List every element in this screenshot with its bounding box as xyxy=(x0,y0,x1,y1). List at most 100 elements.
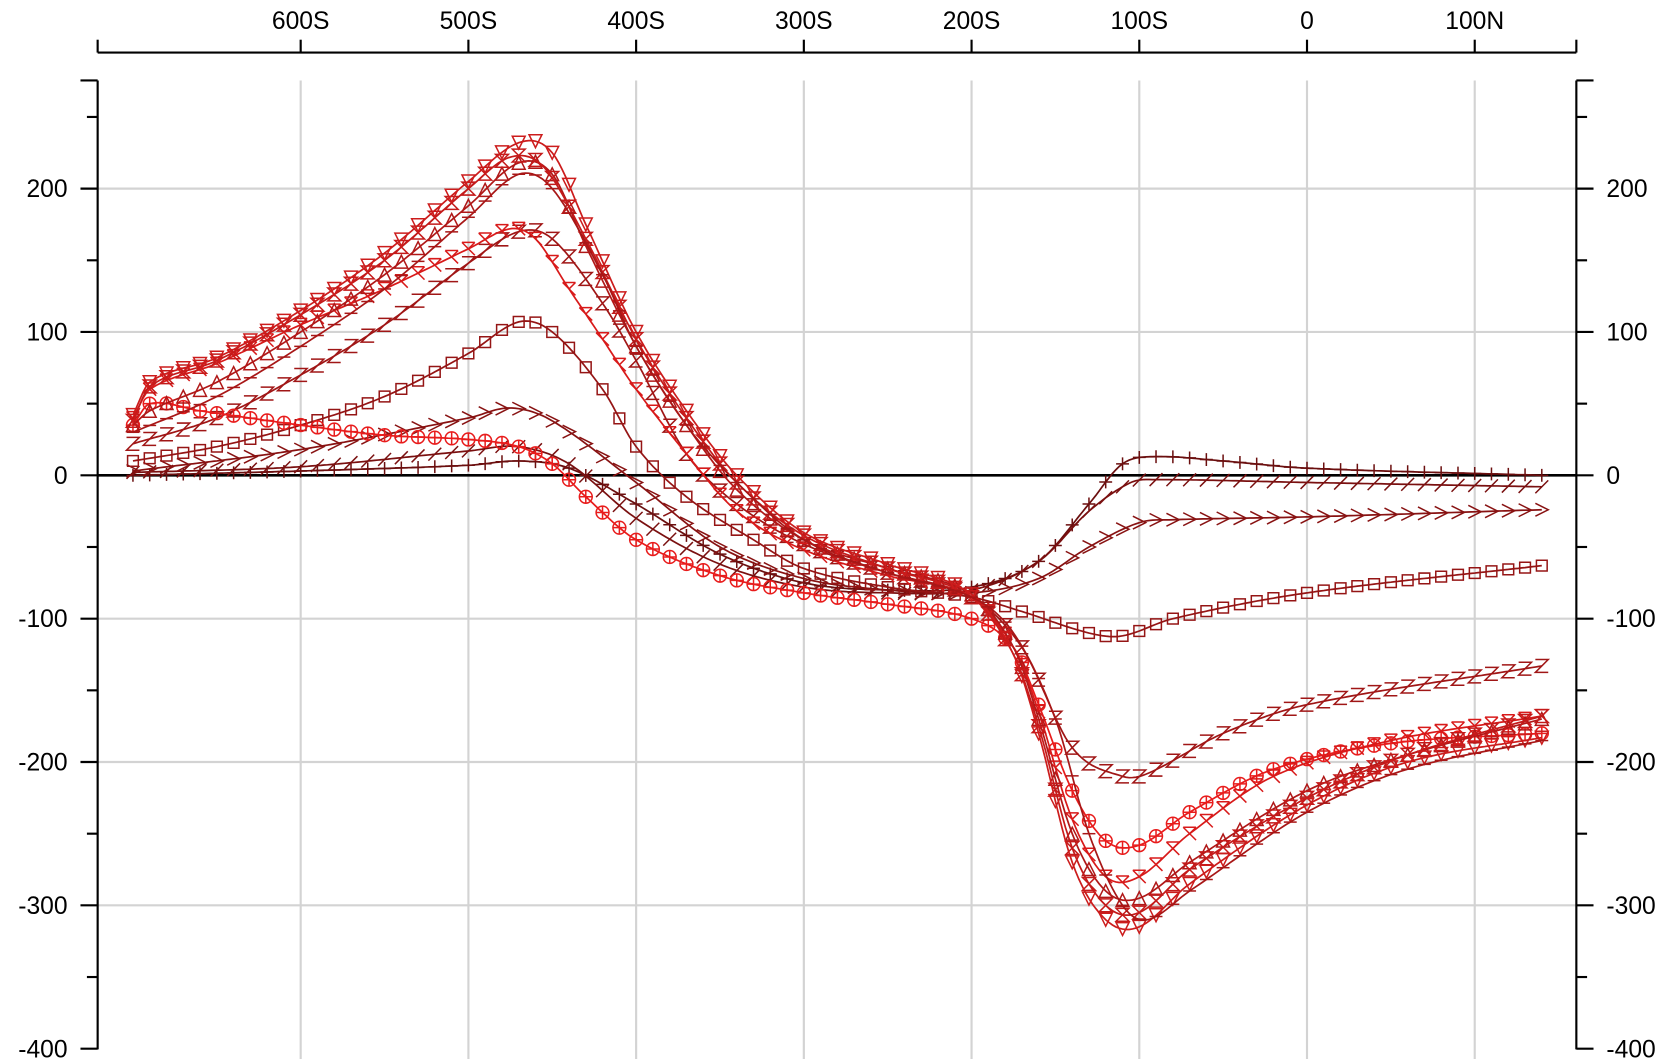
marker-plus xyxy=(1300,461,1314,475)
marker-ymark xyxy=(394,274,409,289)
marker-plus xyxy=(646,507,660,521)
marker-circleplus xyxy=(796,585,812,601)
marker-hourglass xyxy=(1399,747,1416,763)
marker-plus xyxy=(210,466,224,480)
marker-ymark xyxy=(1266,769,1281,784)
marker-slash xyxy=(1501,479,1516,494)
marker-tridown xyxy=(594,254,611,270)
marker-zigzag xyxy=(1449,671,1467,687)
marker-ymark xyxy=(1434,723,1449,738)
marker-slash xyxy=(1400,477,1415,492)
marker-slash xyxy=(411,448,426,463)
marker-square xyxy=(1166,612,1179,625)
marker-plus xyxy=(176,467,190,481)
marker-chevron xyxy=(780,566,796,582)
marker-square xyxy=(1183,608,1196,621)
marker-tridown xyxy=(158,366,175,382)
marker-plus xyxy=(243,465,257,479)
marker-ymark xyxy=(411,265,426,281)
marker-square xyxy=(814,567,827,580)
marker-slash xyxy=(1350,476,1365,491)
marker-circleplus xyxy=(763,580,778,595)
marker-circleplus xyxy=(410,429,426,445)
marker-ymark xyxy=(1316,750,1331,765)
marker-zigzag xyxy=(1466,669,1483,684)
marker-ymark xyxy=(427,257,442,273)
marker-hourglass xyxy=(175,364,192,379)
marker-ymark xyxy=(729,503,744,519)
marker-square xyxy=(1149,618,1163,631)
marker-tridown xyxy=(175,361,191,377)
marker-plus xyxy=(1367,464,1381,478)
marker-tridown xyxy=(1366,766,1382,782)
marker-circleplus xyxy=(276,415,292,431)
marker-ymark xyxy=(629,382,644,397)
marker-plus xyxy=(1451,466,1465,480)
marker-chevron xyxy=(629,475,645,490)
marker-triup xyxy=(1064,825,1080,841)
marker-square xyxy=(1116,629,1129,642)
marker-triup xyxy=(225,364,242,381)
marker-slash xyxy=(1467,478,1482,493)
marker-square xyxy=(143,452,156,465)
marker-ymark xyxy=(1283,761,1298,777)
marker-triup xyxy=(1332,768,1349,784)
marker-hourglass xyxy=(225,345,242,360)
marker-tridown xyxy=(1400,754,1416,771)
y-tick-label-right: -200 xyxy=(1606,750,1655,777)
marker-slash xyxy=(260,461,275,476)
marker-square xyxy=(596,383,609,396)
marker-ymark xyxy=(1417,726,1432,741)
marker-ymark xyxy=(1333,745,1348,760)
marker-ymark xyxy=(478,232,493,247)
marker-chevron xyxy=(1350,508,1366,523)
marker-plus xyxy=(344,463,358,476)
marker-plus xyxy=(428,460,442,474)
marker-square xyxy=(831,571,844,585)
marker-zigzag xyxy=(258,386,276,401)
marker-hourglass xyxy=(1500,718,1517,733)
marker-slash xyxy=(629,511,644,526)
marker-zigzag xyxy=(1164,753,1182,768)
marker-square xyxy=(1267,592,1280,605)
marker-zigzag xyxy=(594,296,611,311)
marker-tridown xyxy=(192,356,208,373)
marker-tridown xyxy=(930,570,946,587)
y-tick-label-left: -300 xyxy=(18,893,67,920)
marker-tridown xyxy=(1534,730,1550,746)
marker-circleplus xyxy=(545,456,560,472)
marker-chevron xyxy=(411,420,427,436)
marker-circleplus xyxy=(612,520,627,535)
marker-square xyxy=(512,315,525,329)
marker-tridown xyxy=(1014,668,1030,685)
marker-tridown xyxy=(745,484,762,501)
marker-circleplus xyxy=(427,430,443,445)
marker-chevron xyxy=(696,529,712,544)
marker-plus xyxy=(1350,463,1364,477)
marker-tridown xyxy=(997,630,1013,647)
marker-ymark xyxy=(1115,875,1130,890)
marker-chevron xyxy=(226,451,242,466)
marker-chevron xyxy=(1316,509,1332,524)
marker-triup xyxy=(712,462,728,479)
marker-square xyxy=(747,533,760,546)
marker-slash xyxy=(377,452,392,467)
marker-ymark xyxy=(1216,800,1231,816)
marker-hourglass xyxy=(1164,877,1182,892)
marker-chevron xyxy=(998,581,1014,596)
marker-square xyxy=(630,440,643,453)
marker-zigzag xyxy=(1097,763,1114,779)
marker-plus xyxy=(193,467,207,481)
marker-chevron xyxy=(1417,506,1433,521)
marker-zigzag xyxy=(141,431,158,447)
marker-zigzag xyxy=(1382,682,1400,697)
marker-circleplus xyxy=(293,417,308,433)
marker-chevron xyxy=(1400,506,1416,522)
marker-circleplus xyxy=(477,433,493,449)
marker-ymark xyxy=(595,331,610,347)
marker-tridown xyxy=(812,534,829,550)
marker-triup xyxy=(494,165,510,181)
marker-hourglass xyxy=(1533,708,1551,724)
marker-plus xyxy=(411,460,425,474)
marker-zigzag xyxy=(1416,676,1433,692)
